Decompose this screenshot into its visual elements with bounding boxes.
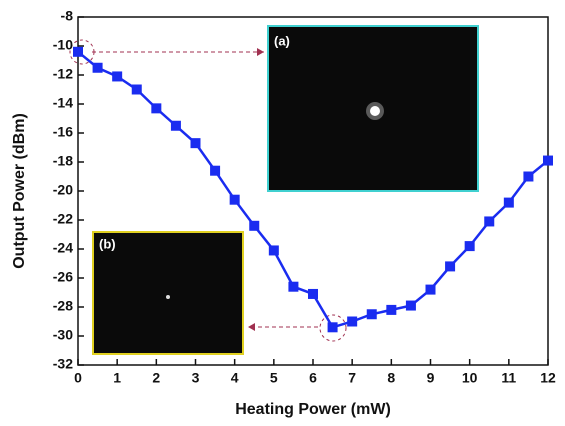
y-tick-label: -24	[53, 240, 73, 256]
marker	[73, 46, 83, 57]
arrow-head	[248, 323, 255, 331]
x-tick-label: 1	[113, 370, 121, 386]
marker	[445, 261, 456, 272]
marker	[366, 309, 377, 320]
y-tick-label: -12	[53, 66, 73, 82]
x-tick-label: 11	[501, 370, 516, 386]
x-tick-label: 4	[231, 370, 239, 386]
marker	[425, 284, 436, 295]
marker	[327, 322, 338, 333]
marker	[112, 71, 123, 82]
y-tick-label: -20	[53, 182, 73, 198]
x-tick-label: 2	[152, 370, 160, 386]
y-tick-label: -30	[53, 327, 73, 343]
spot	[370, 106, 380, 116]
x-tick-label: 9	[427, 370, 435, 386]
marker	[170, 120, 181, 131]
inset-label: (b)	[99, 236, 116, 251]
highlight-circle	[69, 39, 95, 65]
marker	[464, 241, 475, 252]
marker	[131, 84, 142, 95]
arrow-head	[257, 48, 264, 56]
marker	[92, 62, 103, 73]
marker	[523, 171, 534, 182]
marker	[503, 197, 514, 208]
x-tick-label: 0	[74, 370, 82, 386]
marker	[151, 103, 162, 114]
y-tick-label: -8	[61, 8, 74, 24]
marker	[347, 316, 358, 327]
x-tick-label: 3	[192, 370, 200, 386]
y-tick-label: -10	[53, 37, 73, 53]
y-axis-label: Output Power (dBm)	[11, 113, 28, 269]
x-tick-label: 8	[387, 370, 395, 386]
x-tick-label: 12	[540, 370, 556, 386]
y-tick-label: -28	[53, 298, 73, 314]
y-tick-label: -14	[53, 95, 73, 111]
x-tick-label: 5	[270, 370, 278, 386]
y-tick-label: -16	[53, 124, 73, 140]
marker	[405, 300, 416, 311]
x-axis-label: Heating Power (mW)	[235, 401, 391, 418]
marker	[288, 281, 299, 292]
marker	[386, 304, 397, 315]
marker	[249, 220, 260, 231]
x-tick-label: 10	[462, 370, 478, 386]
x-tick-label: 6	[309, 370, 317, 386]
marker	[543, 155, 553, 166]
y-tick-label: -26	[53, 269, 73, 285]
marker	[484, 216, 495, 227]
y-tick-label: -18	[53, 153, 73, 169]
y-tick-label: -32	[53, 356, 73, 372]
insets	[69, 25, 479, 355]
marker	[210, 165, 221, 176]
y-tick-label: -22	[53, 211, 73, 227]
spot	[166, 295, 170, 299]
highlight-circle	[319, 314, 347, 342]
marker	[308, 288, 318, 299]
inset-label: (a)	[274, 33, 290, 48]
inset-b	[92, 231, 244, 355]
marker	[229, 194, 240, 205]
marker	[268, 245, 279, 256]
marker	[190, 138, 201, 149]
inset-a	[267, 25, 479, 192]
x-tick-label: 7	[348, 370, 356, 386]
